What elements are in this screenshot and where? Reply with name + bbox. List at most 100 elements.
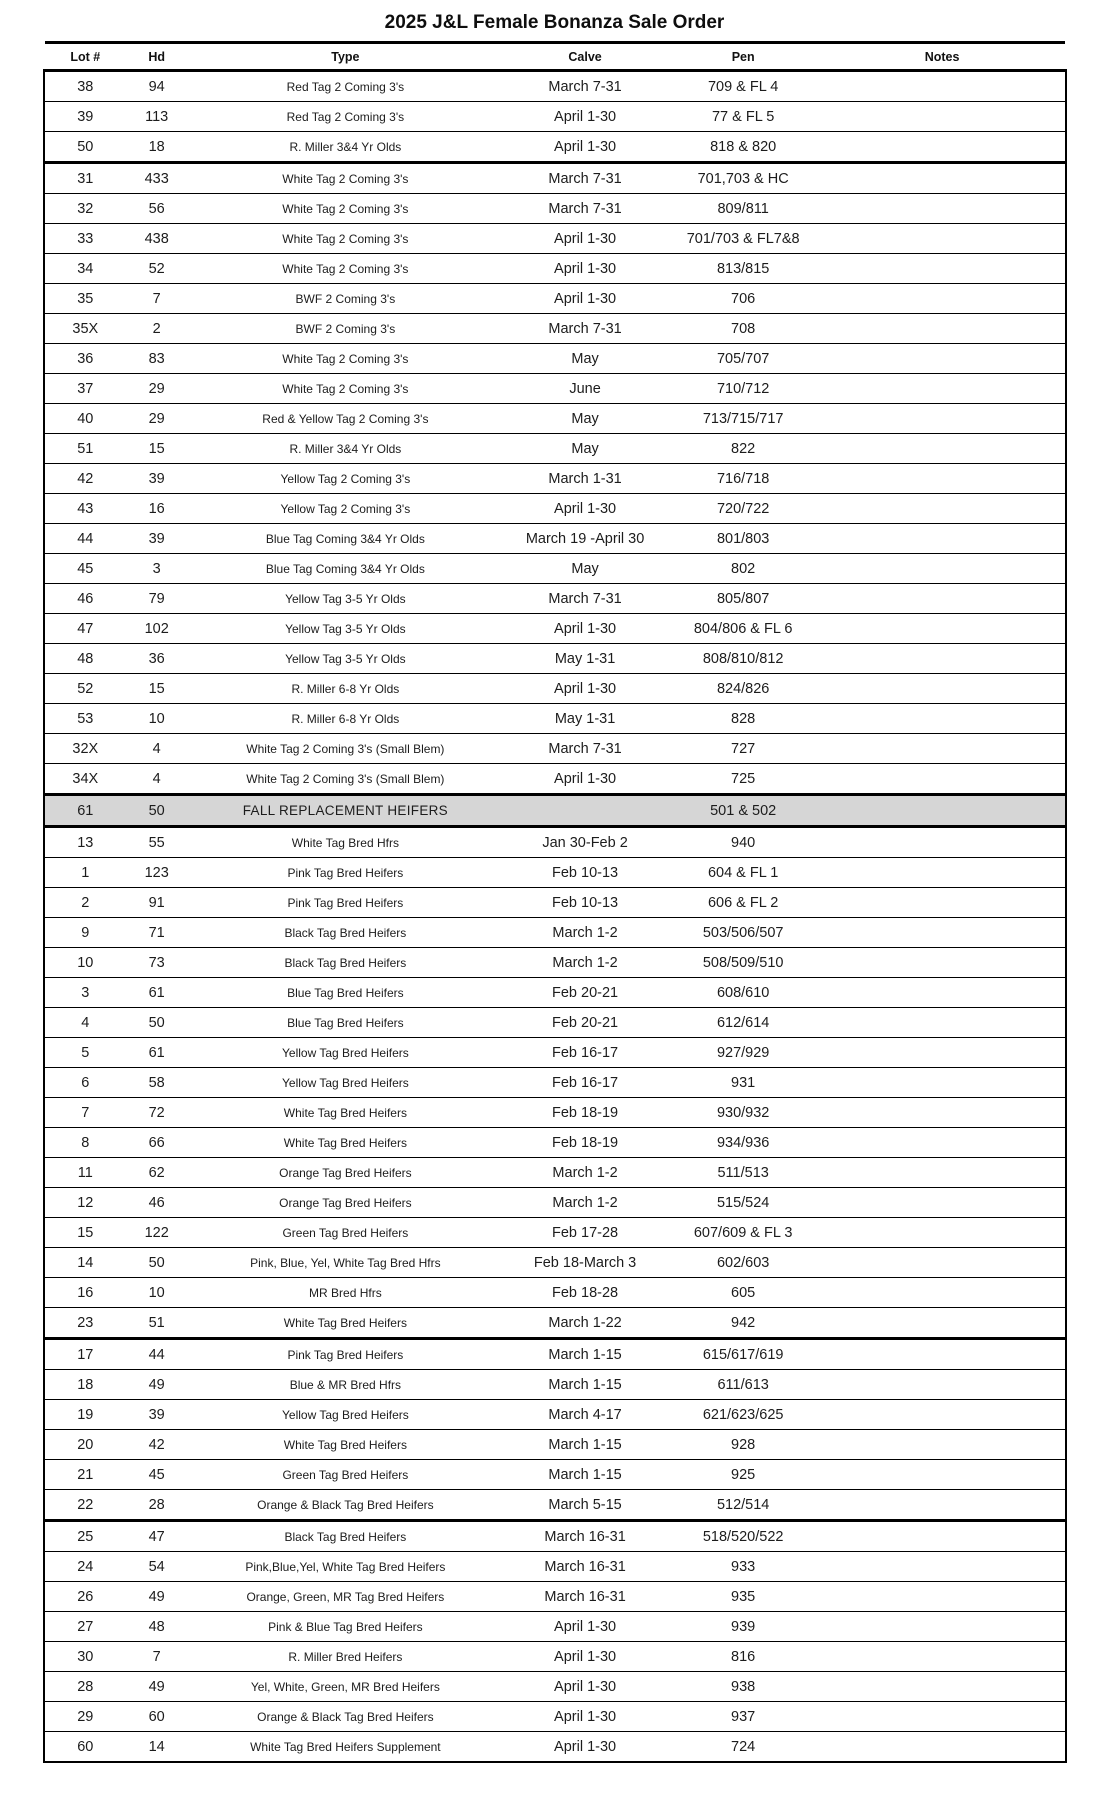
cell-type: Orange Tag Bred Heifers	[279, 1165, 412, 1180]
cell-calve: April 1-30	[554, 770, 617, 787]
page-title: 2025 J&L Female Bonanza Sale Order	[384, 12, 725, 33]
cell-hd: 123	[144, 864, 169, 881]
header-cell-calve: Calve	[568, 49, 602, 64]
cell-lot: 28	[77, 1678, 94, 1695]
cell-hd: 58	[148, 1074, 165, 1091]
cell-lot: 35	[77, 290, 94, 307]
cell-hd: 7	[152, 1648, 161, 1665]
cell-lot: 13	[77, 834, 94, 851]
table-row: 14 50 Pink, Blue, Yel, White Tag Bred Hf…	[44, 1248, 1065, 1278]
cell-lot: 36	[77, 350, 94, 367]
table-row: 32 56 White Tag 2 Coming 3's March 7-31 …	[44, 194, 1065, 224]
cell-pen: 503/506/507	[702, 924, 784, 941]
cell-calve: April 1-30	[554, 260, 617, 277]
cell-pen: 706	[731, 290, 756, 307]
cell-hd: 15	[148, 680, 165, 697]
cell-lot: 16	[77, 1284, 94, 1301]
cell-pen: 933	[731, 1558, 756, 1575]
cell-pen: 939	[731, 1618, 756, 1635]
cell-calve: March 4-17	[548, 1406, 622, 1423]
header-cell-notes: Notes	[924, 49, 960, 64]
cell-hd: 3	[152, 560, 161, 577]
cell-lot: 32X	[72, 740, 99, 757]
table-row: 53 10 R. Miller 6-8 Yr Olds May 1-31 828	[44, 704, 1065, 734]
cell-hd: 71	[148, 924, 165, 941]
table-row: 4 50 Blue Tag Bred Heifers Feb 20-21 612…	[44, 1008, 1065, 1038]
cell-calve: April 1-30	[554, 1648, 617, 1665]
header-cell-lot: Lot #	[70, 49, 101, 64]
cell-lot: 40	[77, 410, 94, 427]
cell-pen: 508/509/510	[702, 954, 784, 971]
cell-pen: 813/815	[716, 260, 770, 277]
cell-lot: 53	[77, 710, 94, 727]
cell-pen: 935	[731, 1588, 756, 1605]
cell-pen: 518/520/522	[702, 1528, 784, 1545]
cell-pen: 822	[731, 440, 756, 457]
cell-lot: 2	[81, 894, 90, 911]
cell-calve: Jan 30-Feb 2	[542, 834, 628, 851]
cell-calve: May	[571, 560, 599, 577]
cell-pen: 607/609 & FL 3	[693, 1224, 793, 1241]
cell-pen: 77 & FL 5	[711, 108, 775, 125]
table-row: 29 60 Orange & Black Tag Bred Heifers Ap…	[44, 1702, 1065, 1732]
cell-hd: 46	[148, 1194, 165, 1211]
cell-pen: 809/811	[717, 200, 769, 217]
cell-pen: 931	[731, 1074, 756, 1091]
cell-pen: 621/623/625	[702, 1406, 784, 1423]
cell-lot: 34	[77, 260, 94, 277]
cell-type: Orange & Black Tag Bred Heifers	[257, 1709, 434, 1724]
cell-lot: 45	[77, 560, 94, 577]
cell-type: White Tag 2 Coming 3's	[282, 261, 409, 276]
table-row: 12 46 Orange Tag Bred Heifers March 1-2 …	[44, 1188, 1065, 1218]
cell-hd: 15	[148, 440, 165, 457]
cell-calve: March 1-22	[548, 1314, 622, 1331]
cell-type: Blue Tag Coming 3&4 Yr Olds	[265, 531, 425, 546]
cell-type: White Tag Bred Heifers	[283, 1315, 407, 1330]
cell-hd: 18	[148, 138, 165, 155]
cell-type: Yellow Tag Bred Heifers	[282, 1407, 409, 1422]
table-row: 6 58 Yellow Tag Bred Heifers Feb 16-17 9…	[44, 1068, 1065, 1098]
cell-type: White Tag Bred Heifers	[283, 1105, 407, 1120]
cell-hd: 47	[148, 1528, 165, 1545]
table-row: 13 55 White Tag Bred Hfrs Jan 30-Feb 2 9…	[44, 826, 1065, 858]
table-row: 30 7 R. Miller Bred Heifers April 1-30 8…	[44, 1642, 1065, 1672]
cell-lot: 18	[77, 1376, 94, 1393]
cell-pen: 934/936	[716, 1134, 770, 1151]
cell-lot: 14	[77, 1254, 94, 1271]
cell-calve: March 1-2	[552, 1194, 618, 1211]
cell-pen: 713/715/717	[702, 410, 784, 427]
table-row: 25 47 Black Tag Bred Heifers March 16-31…	[44, 1520, 1065, 1552]
cell-lot: 19	[77, 1406, 94, 1423]
cell-type: Yellow Tag 3-5 Yr Olds	[285, 621, 406, 636]
cell-type: Yellow Tag Bred Heifers	[282, 1075, 409, 1090]
cell-pen: 701,703 & HC	[697, 170, 789, 187]
cell-calve: April 1-30	[554, 620, 617, 637]
cell-lot: 26	[77, 1588, 94, 1605]
cell-type: MR Bred Hfrs	[309, 1285, 382, 1300]
cell-type: Yellow Tag 3-5 Yr Olds	[285, 651, 406, 666]
cell-hd: 52	[148, 260, 165, 277]
cell-type: Green Tag Bred Heifers	[282, 1225, 409, 1240]
cell-type: Blue Tag Coming 3&4 Yr Olds	[265, 561, 425, 576]
cell-type: White Tag Bred Hfrs	[291, 835, 399, 850]
cell-lot: 21	[77, 1466, 94, 1483]
cell-type: Yellow Tag 3-5 Yr Olds	[285, 591, 406, 606]
table-row: 7 72 White Tag Bred Heifers Feb 18-19 93…	[44, 1098, 1065, 1128]
table-row: 5 61 Yellow Tag Bred Heifers Feb 16-17 9…	[44, 1038, 1065, 1068]
table-row: 52 15 R. Miller 6-8 Yr Olds April 1-30 8…	[44, 674, 1065, 704]
cell-type: Pink,Blue,Yel, White Tag Bred Heifers	[245, 1559, 446, 1574]
table-row: 28 49 Yel, White, Green, MR Bred Heifers…	[44, 1672, 1065, 1702]
table-row: 22 28 Orange & Black Tag Bred Heifers Ma…	[44, 1490, 1065, 1520]
cell-hd: 48	[148, 1618, 165, 1635]
cell-type: Pink Tag Bred Heifers	[287, 1347, 404, 1362]
cell-calve: April 1-30	[554, 108, 617, 125]
table-row: 1 123 Pink Tag Bred Heifers Feb 10-13 60…	[44, 858, 1065, 888]
cell-hd: 36	[148, 650, 165, 667]
cell-hd: 94	[148, 78, 165, 95]
cell-hd: 49	[148, 1376, 165, 1393]
cell-pen: 801/803	[716, 530, 770, 547]
cell-type: BWF 2 Coming 3's	[295, 321, 396, 336]
cell-calve: May	[571, 410, 599, 427]
cell-lot: 48	[77, 650, 94, 667]
cell-pen: 615/617/619	[702, 1346, 784, 1363]
